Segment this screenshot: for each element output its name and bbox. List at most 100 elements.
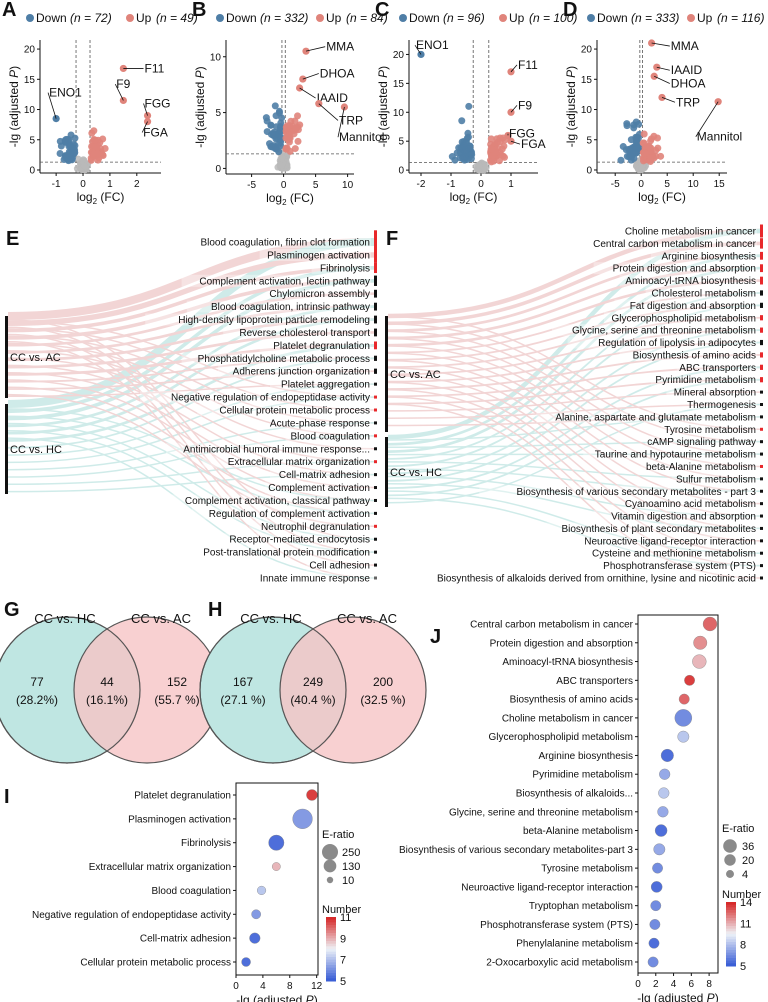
sankey-flow [7, 326, 375, 553]
sankey-target-bar [374, 473, 377, 477]
colorbar-segment [326, 941, 336, 945]
venn-overlap-count: 44 [100, 675, 114, 689]
sankey-target-label: Neuroactive ligand-receptor interaction [584, 536, 756, 547]
term-bubble [292, 808, 313, 829]
sankey-source-label: CC vs. HC [390, 467, 442, 479]
sankey-panel-f: CC vs. AC CC vs. HC Choline metabolism in … [370, 224, 763, 585]
label-backdrop [650, 373, 757, 386]
sankey-flow [387, 266, 761, 453]
sankey-target-bar [760, 489, 763, 493]
size-legend-value: 20 [742, 855, 754, 867]
sankey-target-bar [760, 526, 763, 530]
sankey-panel-e: CC vs. AC CC vs. HC Blood coagulation, fib… [5, 230, 377, 585]
label-backdrop [270, 287, 371, 300]
label-backdrop [619, 274, 757, 287]
term-bubble [658, 787, 670, 799]
colorbar-segment [726, 952, 736, 956]
ns-point [276, 161, 284, 169]
venn-left-percent: (27.1 %) [220, 693, 265, 707]
sankey-target-bar [760, 302, 763, 308]
legend-up-dot [499, 14, 507, 22]
sankey-target-bar [374, 460, 377, 464]
term-label: Biosynthesis of amino acids [510, 695, 633, 706]
sankey-flow [387, 254, 761, 446]
sankey-target-bar [760, 514, 763, 518]
up-point [492, 148, 500, 156]
x-axis-title: -lg (adjusted P) [236, 993, 317, 1002]
up-point [99, 135, 107, 143]
bubble-panel-j: Central carbon metabolism in cancer Prote… [399, 614, 761, 1002]
label-backdrop [171, 546, 371, 559]
sankey-flow [7, 342, 375, 437]
colorbar-segment [326, 930, 336, 934]
sankey-flow [387, 254, 761, 332]
down-point [262, 114, 270, 122]
colorbar-segment [326, 922, 336, 926]
label-leader-line [302, 73, 319, 80]
y-tick-label: 5 [586, 135, 592, 146]
sankey-target-label: Cellular protein metabolic process [219, 406, 370, 417]
sankey-target-label: Biosynthesis of plant secondary metaboli… [561, 524, 756, 535]
legend-down-dot [26, 14, 34, 22]
colorbar-segment [326, 978, 336, 982]
up-point [294, 112, 302, 120]
sankey-target-label: Receptor-mediated endocytosis [229, 535, 370, 546]
label-backdrop [593, 262, 757, 275]
label-backdrop [140, 391, 371, 404]
x-tick-label: 1 [107, 179, 113, 190]
sankey-flow [7, 331, 375, 369]
sankey-target-bar [760, 224, 763, 238]
sankey-target-label: Blood coagulation [290, 431, 370, 442]
venn-overlap-count: 249 [303, 675, 323, 689]
sankey-source-bar [385, 316, 388, 432]
down-point [462, 139, 470, 147]
ns-point [638, 165, 646, 172]
venn-overlap-percent: (40.4 %) [290, 693, 335, 707]
sankey-flow [387, 354, 761, 390]
up-point [501, 153, 509, 161]
labeled-point [52, 114, 60, 123]
up-point [641, 149, 649, 157]
label-leader-line [141, 121, 148, 133]
sankey-target-label: Mineral absorption [674, 388, 756, 399]
term-bubble [650, 900, 662, 912]
point-label: FGA [521, 137, 546, 151]
y-tick-label: 10 [581, 105, 593, 116]
x-tick-label: 12 [311, 981, 323, 992]
down-point [70, 140, 78, 148]
sankey-target-bar [760, 551, 763, 555]
label-backdrop [640, 460, 757, 473]
up-point [487, 135, 495, 143]
up-point [94, 149, 102, 157]
sankey-target-label: Tyrosine metabolism [664, 425, 756, 436]
sankey-flow [7, 437, 375, 579]
y-axis-title: -lg (adjusted P) [564, 66, 578, 147]
term-bubble [654, 824, 668, 837]
colorbar-segment [326, 975, 336, 979]
sankey-target-label: Regulation of complement activation [209, 509, 370, 520]
point-label: F11 [145, 61, 165, 75]
label-backdrop [650, 249, 757, 262]
y-tick-label: 5 [29, 135, 35, 146]
sankey-flow [7, 320, 375, 398]
label-backdrop [218, 365, 371, 378]
sankey-source-bar [5, 316, 8, 398]
sankey-flow [387, 329, 761, 376]
sankey-target-label: Blood coagulation, intrinsic pathway [211, 302, 370, 313]
term-bubble [692, 654, 707, 669]
label-backdrop [567, 336, 757, 349]
volcano-panel-c: Down (n = 96) Up (n = 100)-2 -1 0 105101520log… [376, 11, 577, 206]
sankey-target-bar [374, 355, 377, 361]
sankey-target-bar [760, 238, 763, 249]
term-bubble [693, 635, 708, 650]
point-label: F11 [518, 58, 538, 72]
label-backdrop [259, 572, 371, 584]
sankey-target-label: Glycine, serine and threonine metabolism [572, 326, 756, 337]
up-point [647, 147, 655, 155]
sankey-flow [387, 461, 761, 480]
down-point [67, 131, 75, 139]
sankey-target-label: Alanine, aspartate and glutamate metabol… [555, 412, 756, 423]
sankey-target-bar [374, 498, 377, 502]
label-backdrop [583, 547, 757, 560]
sankey-flow [387, 374, 761, 530]
